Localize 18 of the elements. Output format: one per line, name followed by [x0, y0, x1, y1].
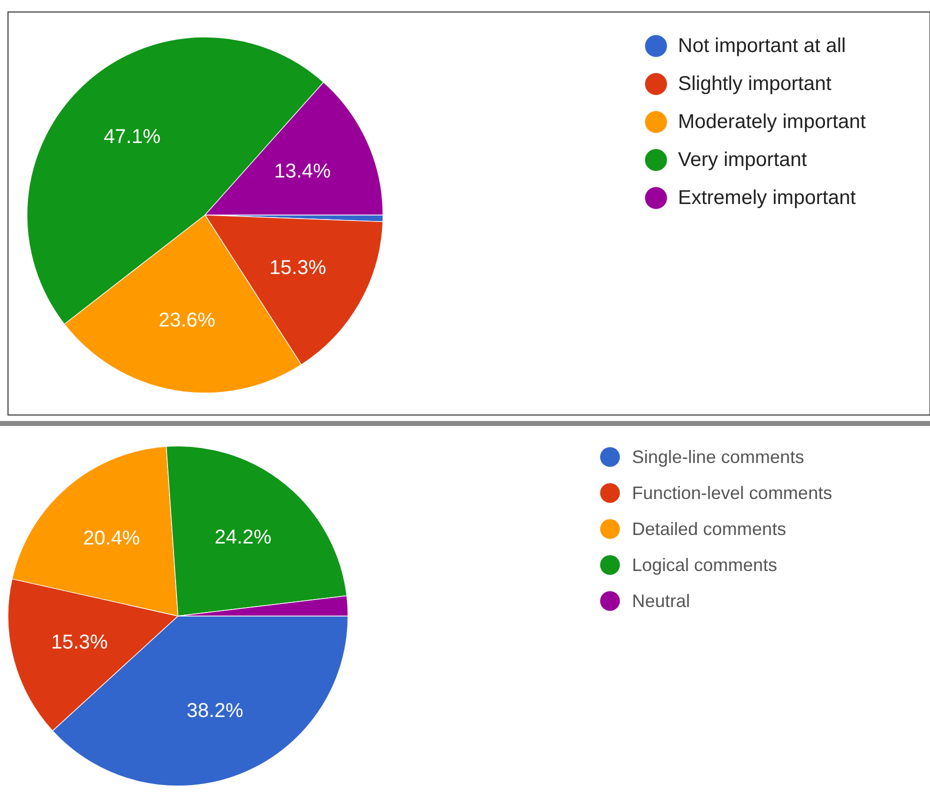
legend-label: Slightly important	[678, 73, 832, 95]
data-label: 24.2%	[214, 526, 272, 548]
legend-label: Neutral	[632, 591, 690, 611]
legend-label: Detailed comments	[632, 519, 786, 539]
legend-label: Moderately important	[678, 111, 866, 133]
legend-label: Single-line comments	[632, 447, 804, 467]
legend-label: Function-level comments	[632, 483, 832, 503]
data-label: 23.6%	[158, 309, 216, 332]
data-label: 13.4%	[274, 160, 332, 182]
legend-label: Extremely important	[678, 187, 856, 209]
data-label: 15.3%	[51, 631, 108, 654]
legend-label: Not important at all	[678, 35, 846, 57]
data-label: 20.4%	[83, 528, 140, 550]
legend-label: Logical comments	[632, 555, 778, 575]
data-label: 38.2%	[186, 700, 244, 722]
data-label: 47.1%	[104, 126, 161, 148]
legend-label: Very important	[678, 149, 808, 171]
data-label: 15.3%	[269, 256, 326, 279]
